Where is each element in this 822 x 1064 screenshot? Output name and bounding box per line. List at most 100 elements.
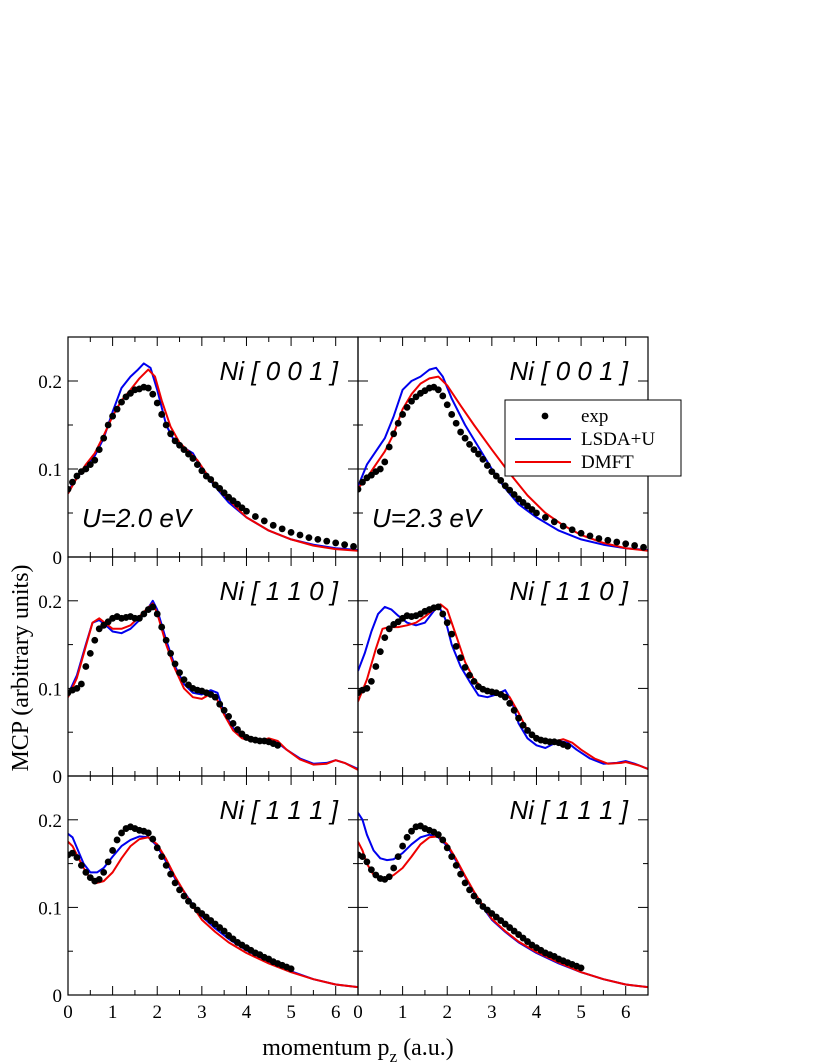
exp-point xyxy=(448,630,456,638)
exp-point xyxy=(118,829,125,837)
exp-point xyxy=(305,534,313,542)
exp-point xyxy=(77,861,85,869)
exp-point xyxy=(189,455,197,462)
panel-direction-label: Ni [ 0 0 1 ] xyxy=(220,356,339,386)
exp-point xyxy=(457,654,465,662)
exp-point xyxy=(497,477,505,484)
exp-point xyxy=(604,536,612,544)
exp-point xyxy=(385,625,393,633)
panel-direction-label: Ni [ 1 1 0 ] xyxy=(510,576,629,606)
exp-point xyxy=(113,405,121,413)
exp-point xyxy=(332,539,340,547)
exp-point xyxy=(185,450,192,458)
exp-point xyxy=(158,853,166,860)
exp-point xyxy=(69,849,76,857)
panel-direction-label: Ni [ 1 1 1 ] xyxy=(510,795,629,825)
exp-point xyxy=(135,614,143,622)
exp-point xyxy=(452,642,460,650)
exp-point xyxy=(466,671,473,679)
exp-point xyxy=(448,853,456,860)
exp-point xyxy=(77,680,85,688)
lsda-u-curve xyxy=(68,599,358,770)
y-tick-label: 0.1 xyxy=(38,460,62,481)
exp-point xyxy=(118,398,125,406)
exp-point xyxy=(510,706,518,714)
exp-point xyxy=(550,518,558,526)
exp-point xyxy=(95,875,103,883)
exp-point xyxy=(100,434,108,442)
legend-label: exp xyxy=(581,406,608,427)
exp-point xyxy=(73,472,81,480)
exp-point xyxy=(492,472,500,480)
exp-point xyxy=(443,401,451,409)
exp-point xyxy=(341,541,349,549)
exp-point xyxy=(82,868,90,876)
exp-point xyxy=(350,543,357,550)
exp-point xyxy=(475,897,482,905)
exp-point xyxy=(577,529,585,537)
exp-point xyxy=(376,465,384,473)
exp-point xyxy=(260,517,268,525)
panel-4: Ni [ 1 1 0 ] xyxy=(357,556,649,777)
exp-point xyxy=(385,443,393,451)
exp-point xyxy=(207,476,215,483)
exp-point xyxy=(82,465,90,473)
exp-point xyxy=(278,525,286,533)
exp-point xyxy=(595,535,603,542)
exp-point xyxy=(189,902,197,910)
exp-point xyxy=(153,399,161,407)
exp-point xyxy=(506,699,514,707)
exp-point xyxy=(564,742,572,750)
exp-point xyxy=(167,649,175,657)
panel-curves xyxy=(358,812,648,989)
exp-point xyxy=(220,927,228,935)
exp-point xyxy=(314,536,322,543)
exp-point xyxy=(82,663,90,670)
exp-point xyxy=(158,623,166,631)
exp-point xyxy=(568,526,576,534)
exp-point xyxy=(287,528,295,536)
x-tick-label: 1 xyxy=(398,1002,408,1023)
exp-point xyxy=(140,610,148,618)
exp-point xyxy=(622,540,630,548)
exp-point xyxy=(577,964,585,972)
exp-point xyxy=(466,886,473,894)
exp-point xyxy=(541,514,549,521)
exp-point xyxy=(149,390,157,398)
legend-label: LSDA+U xyxy=(581,429,655,450)
panel-curves xyxy=(68,823,358,989)
legend-label: DMFT xyxy=(581,452,634,473)
dmft-curve xyxy=(358,835,648,989)
x-axis-title: momentum pz (a.u.) xyxy=(262,1035,454,1064)
y-axis-title: MCP (arbitrary units) xyxy=(8,564,34,771)
exp-point xyxy=(162,861,170,869)
y-tick-label: 0.2 xyxy=(38,811,62,832)
exp-point xyxy=(457,428,465,436)
y-tick-label: 0.2 xyxy=(38,372,62,393)
exp-point xyxy=(359,853,366,860)
exp-point xyxy=(171,660,179,668)
exp-point xyxy=(180,676,188,684)
exp-point xyxy=(479,455,487,463)
exp-point xyxy=(220,706,228,714)
exp-point xyxy=(372,663,380,670)
lsda-u-curve xyxy=(68,833,358,989)
exp-point xyxy=(162,636,170,644)
exp-point xyxy=(394,419,402,427)
panel-1: 0 0.1 0.2 Ni [ 0 0 1 ] U=2.0 eV xyxy=(38,336,359,569)
exp-point xyxy=(439,610,447,618)
exp-point xyxy=(171,879,179,887)
x-tick-label: 2 xyxy=(442,1002,452,1023)
exp-point xyxy=(631,542,639,549)
exp-point xyxy=(510,491,518,498)
exp-point xyxy=(533,509,540,517)
x-tick-label: 6 xyxy=(331,1002,341,1023)
exp-point xyxy=(198,467,206,475)
exp-point xyxy=(381,634,389,641)
y-tick-label: 0 xyxy=(53,986,63,1007)
exp-point xyxy=(86,461,94,468)
panel-2: Ni [ 0 0 1 ] U=2.3 eV xyxy=(357,336,649,558)
x-axis-title-main: momentum p xyxy=(262,1035,389,1061)
exp-point xyxy=(434,831,442,839)
